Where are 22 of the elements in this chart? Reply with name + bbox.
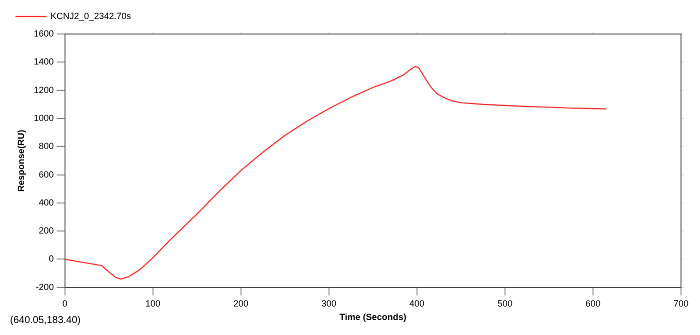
y-tick-label: 1200 (34, 84, 54, 95)
y-tick-label: 1400 (34, 56, 54, 67)
x-tick-label: 100 (145, 298, 160, 308)
x-tick-label: 600 (585, 298, 600, 308)
x-tick-label: 300 (321, 298, 336, 308)
x-axis-title: Time (Seconds) (339, 312, 406, 322)
y-tick-label: 600 (38, 169, 54, 180)
y-tick-label: -200 (36, 282, 54, 292)
y-tick-label: 800 (38, 141, 54, 152)
x-tick-label: 0 (62, 298, 68, 308)
y-tick-label: 200 (38, 226, 54, 236)
y-axis-title: Response(RU) (16, 130, 26, 192)
y-tick-label: 1600 (34, 28, 54, 38)
y-tick-label: 1000 (34, 112, 54, 123)
x-tick-label: 500 (497, 298, 512, 308)
legend-label: KCNJ2_0_2342.70s (50, 10, 132, 21)
text: (640.05,183.40) (10, 314, 81, 326)
x-tick-label: 700 (673, 298, 689, 308)
x-tick-label: 200 (233, 298, 248, 308)
y-tick-label: 400 (38, 197, 54, 208)
x-tick-label: 400 (409, 298, 424, 308)
y-tick-label: 0 (48, 254, 54, 264)
